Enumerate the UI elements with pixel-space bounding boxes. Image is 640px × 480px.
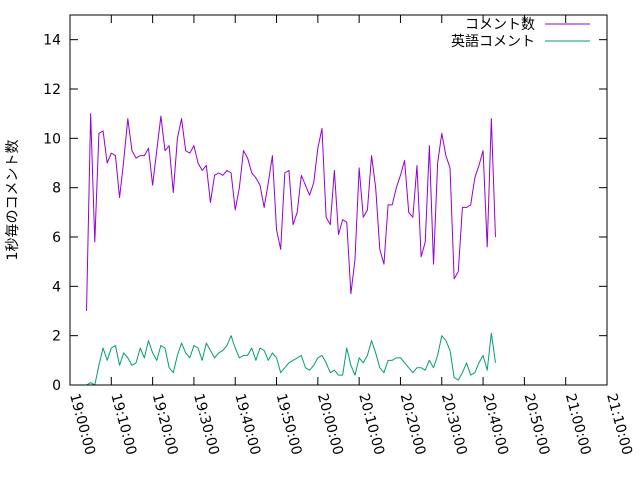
- legend: コメント数 英語コメント: [451, 17, 590, 50]
- y-tick-label: 10: [43, 131, 61, 147]
- legend-label-comments: コメント数: [465, 17, 535, 33]
- y-tick-label: 12: [43, 82, 61, 98]
- x-tick-label: 19:10:00: [107, 392, 139, 457]
- legend-label-english: 英語コメント: [451, 33, 535, 50]
- x-tick-label: 20:40:00: [479, 392, 511, 457]
- x-tick-label: 20:20:00: [397, 392, 429, 457]
- y-tick-label: 14: [43, 33, 61, 49]
- x-tick-label: 19:40:00: [231, 392, 263, 457]
- y-tick-label: 8: [52, 181, 61, 197]
- x-tick-label: 20:30:00: [438, 392, 470, 457]
- y-tick-label: 2: [52, 329, 61, 345]
- ticks-layer: 0 2 4 6 8 10 12 14 19:00:00 19:10:00 19:20:00 19:30…: [43, 15, 635, 457]
- plot-frame: [69, 14, 608, 386]
- x-tick-label: 19:20:00: [149, 392, 181, 457]
- y-tick-label: 4: [52, 279, 61, 295]
- series-line-comments: [86, 113, 496, 312]
- y-axis-label: 1秒毎のコメント数: [5, 140, 21, 261]
- x-tick-label: 21:10:00: [603, 392, 635, 457]
- x-tick-label: 20:10:00: [355, 392, 387, 457]
- x-tick-label: 19:50:00: [273, 392, 305, 457]
- x-tick-label: 19:30:00: [190, 392, 222, 457]
- x-tick-label: 21:00:00: [562, 392, 594, 457]
- x-tick-label: 20:00:00: [314, 392, 346, 457]
- y-tick-label: 0: [52, 378, 61, 394]
- x-tick-label: 20:50:00: [521, 392, 553, 457]
- y-tick-label: 6: [52, 230, 61, 246]
- series-line-english: [86, 332, 496, 386]
- x-tick-label: 19:00:00: [66, 392, 98, 457]
- series-layer: [86, 113, 496, 386]
